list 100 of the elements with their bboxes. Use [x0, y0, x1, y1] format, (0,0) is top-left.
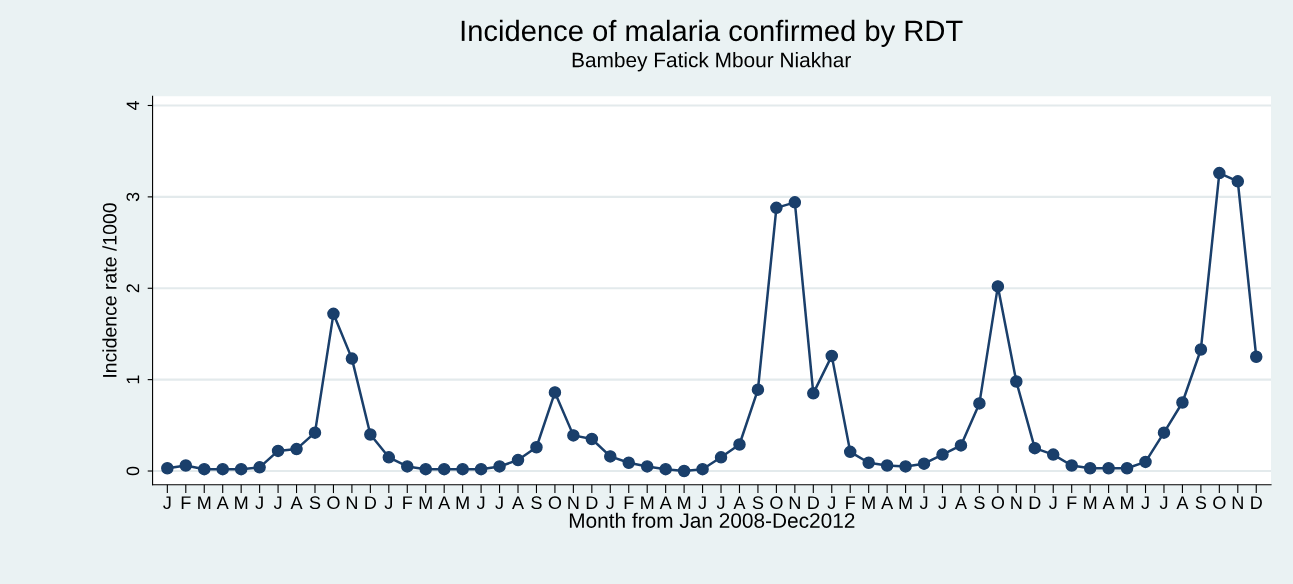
point: [474, 462, 488, 476]
point: [640, 460, 654, 473]
point: [973, 397, 986, 410]
x-tick-label: A: [216, 496, 229, 509]
x-tick-label: M: [862, 496, 875, 509]
point: [437, 462, 451, 476]
x-tick-label: J: [476, 496, 485, 510]
x-tick-label: F: [403, 496, 413, 509]
x-tick-label: D: [808, 496, 819, 509]
x-tick-label: J: [1159, 496, 1168, 510]
x-tick-label: F: [846, 496, 856, 509]
y-tick-label: 0: [126, 466, 140, 476]
x-tick-label: A: [1102, 496, 1115, 509]
point: [1083, 462, 1097, 475]
x-tick-label: O: [548, 496, 562, 510]
x-tick-label: A: [438, 496, 451, 509]
point: [419, 462, 432, 476]
x-tick-label: D: [365, 496, 377, 509]
point: [1176, 396, 1189, 409]
point: [179, 459, 193, 472]
x-tick-label: M: [678, 496, 691, 509]
x-tick-label: N: [789, 496, 800, 509]
x-tick-label: S: [309, 496, 321, 510]
x-tick-label: J: [255, 496, 263, 510]
point: [401, 460, 414, 473]
point: [1102, 462, 1115, 475]
point: [677, 464, 691, 478]
point: [585, 432, 599, 446]
x-tick-label: S: [752, 496, 764, 510]
x-axis-title: Month from Jan 2008-Dec2012: [569, 512, 855, 528]
x-tick-label: M: [1121, 496, 1134, 509]
point: [253, 461, 266, 474]
point: [733, 438, 746, 451]
x-tick-label: A: [290, 496, 303, 509]
x-tick-label: M: [235, 496, 248, 509]
x-tick-label: A: [512, 496, 524, 509]
point: [290, 442, 303, 456]
x-tick-label: F: [1067, 496, 1077, 509]
point: [345, 352, 359, 365]
y-tick-label: 2: [126, 284, 140, 293]
x-tick-label: J: [1049, 496, 1057, 510]
x-tick-label: O: [327, 496, 340, 510]
point: [456, 462, 469, 476]
x-tick-label: J: [1141, 496, 1149, 510]
point: [807, 387, 820, 400]
x-tick-label: N: [346, 496, 357, 509]
point: [622, 456, 635, 470]
x-tick-label: J: [163, 496, 171, 510]
point: [271, 444, 285, 458]
x-tick-label: A: [659, 496, 672, 509]
point: [991, 280, 1005, 293]
point: [936, 448, 949, 461]
point: [1010, 375, 1023, 388]
point: [696, 462, 709, 476]
point: [788, 196, 802, 209]
x-tick-label: N: [568, 496, 579, 509]
point: [364, 428, 377, 441]
point: [659, 462, 672, 476]
x-tick-label: J: [827, 496, 835, 510]
point: [714, 451, 728, 464]
x-tick-label: A: [954, 496, 967, 509]
point: [1231, 175, 1245, 188]
point: [1194, 343, 1208, 356]
point: [862, 456, 875, 470]
point: [899, 460, 912, 473]
point: [880, 459, 894, 472]
point: [843, 445, 857, 459]
point: [1028, 441, 1042, 455]
y-tick-label: 1: [126, 375, 140, 384]
x-tick-label: S: [531, 496, 542, 510]
x-tick-label: O: [991, 496, 1005, 510]
point: [1213, 166, 1226, 180]
x-tick-label: J: [495, 496, 503, 510]
point: [308, 426, 322, 439]
x-tick-label: M: [456, 496, 469, 509]
point: [825, 349, 839, 363]
point: [1120, 462, 1134, 475]
point: [604, 450, 617, 463]
point: [327, 307, 340, 321]
point: [548, 386, 562, 399]
point: [1139, 455, 1152, 469]
x-tick-label: J: [698, 496, 706, 510]
x-tick-label: F: [181, 496, 191, 509]
x-tick-label: D: [1029, 496, 1041, 509]
point: [511, 453, 525, 467]
chart-subtitle: Bambey Fatick Mbour Niakhar: [572, 52, 851, 72]
point: [198, 462, 211, 476]
y-axis-title: Incidence rate /1000: [102, 203, 117, 377]
x-tick-label: S: [1195, 496, 1207, 510]
point: [234, 462, 248, 476]
x-tick-label: J: [919, 496, 928, 510]
point: [1250, 350, 1263, 364]
x-tick-label: D: [1251, 496, 1262, 509]
point: [567, 429, 580, 442]
x-tick-label: N: [1011, 496, 1022, 509]
point: [954, 439, 968, 452]
point: [770, 201, 783, 215]
point: [216, 462, 229, 476]
x-tick-label: F: [624, 496, 634, 509]
x-tick-label: S: [974, 496, 985, 510]
